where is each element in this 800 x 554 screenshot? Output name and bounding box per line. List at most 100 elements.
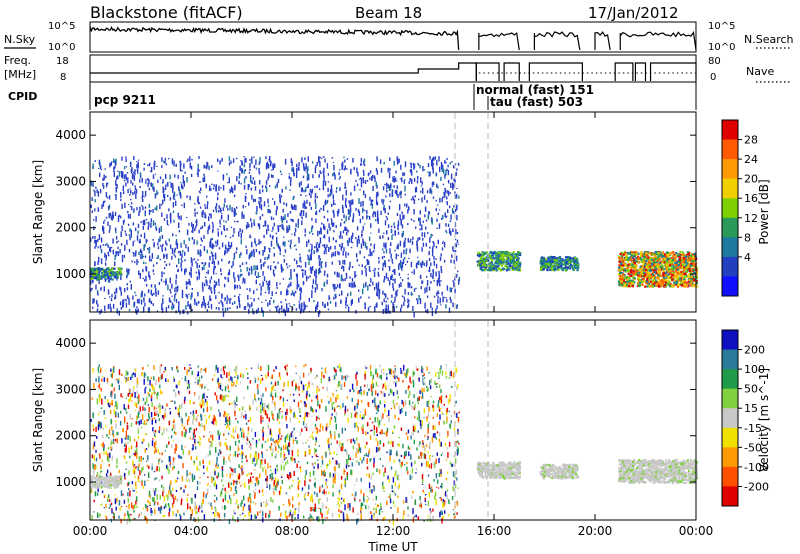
scatter-cell bbox=[690, 262, 693, 265]
scatter-cell bbox=[216, 239, 219, 246]
scatter-cell bbox=[492, 269, 495, 272]
scatter-cell bbox=[211, 221, 214, 224]
scatter-cell bbox=[238, 176, 240, 179]
scatter-cell bbox=[628, 256, 632, 259]
scatter-cell bbox=[304, 228, 306, 233]
scatter-cell bbox=[201, 267, 204, 271]
scatter-cell bbox=[480, 259, 483, 262]
scatter-cell bbox=[650, 258, 653, 261]
scatter-cell bbox=[188, 304, 190, 306]
scatter-cell bbox=[567, 257, 570, 260]
noise-tick-bottom-right: 10^0 bbox=[708, 42, 735, 53]
scatter-cell bbox=[378, 293, 380, 300]
scatter-cell bbox=[244, 200, 247, 202]
scatter-cell bbox=[629, 251, 632, 254]
scatter-cell bbox=[283, 236, 285, 238]
scatter-cell bbox=[286, 515, 288, 521]
cpid-entry-1: pcp 9211 bbox=[94, 93, 156, 107]
scatter-cell bbox=[382, 391, 384, 397]
scatter-cell bbox=[294, 290, 297, 294]
scatter-cell bbox=[649, 257, 652, 260]
scatter-cell bbox=[112, 303, 115, 309]
scatter-cell bbox=[147, 164, 149, 166]
scatter-cell bbox=[120, 243, 123, 246]
scatter-cell bbox=[405, 390, 407, 394]
scatter-cell bbox=[140, 221, 142, 223]
scatter-cell bbox=[449, 296, 451, 301]
colorbar-tick-label: 4 bbox=[744, 251, 751, 264]
scatter-cell bbox=[408, 284, 410, 287]
scatter-cell bbox=[291, 484, 293, 487]
scatter-cell bbox=[136, 306, 138, 309]
scatter-cell bbox=[679, 279, 682, 282]
scatter-cell bbox=[324, 226, 326, 231]
scatter-cell bbox=[161, 405, 164, 409]
scatter-cell bbox=[687, 263, 690, 267]
scatter-cell bbox=[384, 220, 387, 226]
scatter-cell bbox=[248, 202, 250, 206]
scatter-cell bbox=[360, 157, 363, 163]
scatter-cell bbox=[420, 185, 423, 187]
scatter-cell bbox=[436, 227, 438, 229]
scatter-cell bbox=[116, 497, 118, 503]
scatter-cell bbox=[407, 292, 410, 296]
scatter-cell bbox=[221, 157, 223, 162]
scatter-cell bbox=[234, 277, 236, 283]
scatter-cell bbox=[180, 416, 182, 422]
colorbar-swatch bbox=[722, 217, 738, 238]
scatter-cell bbox=[298, 238, 300, 244]
scatter-cell bbox=[404, 185, 406, 192]
scatter-cell bbox=[302, 210, 305, 212]
scatter-cell bbox=[253, 219, 255, 225]
scatter-cell bbox=[245, 193, 247, 195]
scatter-cell bbox=[188, 293, 190, 295]
scatter-cell bbox=[404, 161, 407, 168]
scatter-cell bbox=[342, 161, 344, 168]
scatter-cell bbox=[123, 219, 125, 223]
scatter-cell bbox=[437, 212, 439, 215]
scatter-cell bbox=[240, 160, 242, 162]
scatter-cell bbox=[358, 297, 360, 303]
scatter-cell bbox=[494, 268, 497, 271]
scatter-cell bbox=[125, 166, 128, 168]
scatter-cell bbox=[415, 226, 417, 229]
scatter-cell bbox=[173, 249, 176, 253]
scatter-cell bbox=[658, 270, 661, 273]
scatter-cell bbox=[654, 264, 657, 267]
scatter-cell bbox=[200, 237, 202, 241]
scatter-cell bbox=[346, 231, 348, 236]
scatter-cell bbox=[372, 185, 374, 192]
scatter-cell bbox=[161, 271, 163, 278]
scatter-cell bbox=[438, 223, 441, 229]
scatter-cell bbox=[94, 277, 97, 280]
scatter-cell bbox=[143, 244, 145, 251]
scatter-cell bbox=[168, 208, 170, 212]
scatter-cell bbox=[348, 266, 350, 271]
scatter-cell bbox=[623, 281, 626, 284]
scatter-cell bbox=[687, 275, 690, 279]
scatter-cell bbox=[632, 251, 635, 254]
scatter-cell bbox=[657, 259, 660, 262]
scatter-cell bbox=[252, 177, 255, 180]
scatter-cell bbox=[212, 209, 215, 212]
scatter-cell bbox=[93, 499, 95, 503]
scatter-cell bbox=[316, 196, 318, 199]
scatter-cell bbox=[378, 228, 380, 233]
scatter-cell bbox=[125, 233, 127, 236]
scatter-cell bbox=[299, 287, 301, 292]
scatter-cell bbox=[290, 281, 292, 287]
scatter-cell bbox=[357, 426, 359, 432]
scatter-cell bbox=[205, 276, 207, 278]
scatter-cell bbox=[250, 251, 252, 258]
scatter-cell bbox=[348, 237, 350, 243]
scatter-cell bbox=[169, 277, 171, 284]
scatter-cell bbox=[440, 304, 442, 306]
scatter-cell bbox=[340, 267, 343, 269]
scatter-cell bbox=[302, 269, 304, 272]
scatter-cell bbox=[96, 301, 98, 305]
scatter-cell bbox=[197, 168, 199, 172]
scatter-cell bbox=[387, 277, 389, 281]
scatter-cell bbox=[500, 253, 503, 256]
scatter-cell bbox=[102, 202, 105, 207]
